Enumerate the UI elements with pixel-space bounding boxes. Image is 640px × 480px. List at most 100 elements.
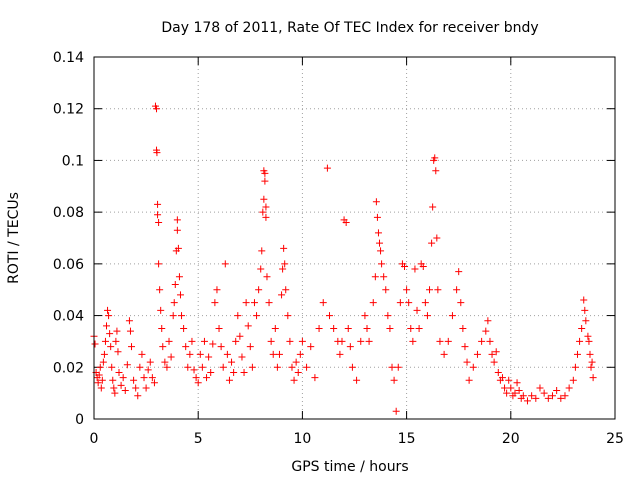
data-point xyxy=(494,368,502,376)
data-point xyxy=(294,368,302,376)
data-point xyxy=(369,299,377,307)
data-point xyxy=(288,363,296,371)
data-point xyxy=(110,384,118,392)
data-point xyxy=(587,363,595,371)
data-point xyxy=(436,337,444,345)
data-point xyxy=(140,374,148,382)
x-tick-label: 10 xyxy=(293,431,311,447)
data-point xyxy=(253,312,261,320)
y-tick-label: 0.04 xyxy=(53,309,84,325)
data-point xyxy=(108,363,116,371)
data-point xyxy=(279,265,287,273)
data-point xyxy=(396,299,404,307)
axis-ticks: 0 0.02 0.04 0.06 0.08 0.1 0.12 0.14 0 5 10 15 20 25 xyxy=(53,50,624,447)
data-point xyxy=(158,325,166,332)
data-point xyxy=(519,392,527,400)
data-points xyxy=(90,102,597,415)
data-point xyxy=(123,361,131,369)
data-point xyxy=(215,325,223,332)
data-point xyxy=(258,247,266,255)
data-point xyxy=(182,343,190,351)
data-point xyxy=(107,343,115,351)
data-point xyxy=(261,169,269,177)
data-point xyxy=(196,350,204,358)
y-tick-label: 0.12 xyxy=(53,102,84,118)
data-point xyxy=(111,389,119,397)
data-point xyxy=(261,177,269,185)
data-point xyxy=(478,337,486,345)
data-point xyxy=(171,281,179,289)
data-point xyxy=(230,368,238,376)
data-point xyxy=(492,348,500,356)
data-point xyxy=(265,299,273,307)
data-point xyxy=(401,262,409,270)
data-point xyxy=(432,167,440,175)
data-point xyxy=(262,203,270,211)
data-point xyxy=(330,325,338,332)
data-point xyxy=(178,312,186,320)
data-point xyxy=(126,327,134,335)
data-point xyxy=(221,260,229,268)
data-point xyxy=(490,358,498,366)
data-point xyxy=(255,286,263,294)
data-point xyxy=(473,350,481,358)
data-point xyxy=(346,343,354,351)
data-point xyxy=(292,358,300,366)
data-point xyxy=(459,325,467,332)
data-point xyxy=(409,337,417,345)
data-point xyxy=(357,337,365,345)
data-point xyxy=(348,363,356,371)
data-point xyxy=(582,317,590,325)
data-point xyxy=(365,337,373,345)
data-point xyxy=(377,247,385,255)
data-point xyxy=(262,213,270,221)
data-point xyxy=(176,291,184,299)
data-point xyxy=(505,376,513,384)
data-point xyxy=(101,337,109,345)
y-axis-label: ROTI / TECUs xyxy=(6,192,22,284)
data-point xyxy=(311,374,319,382)
data-point xyxy=(248,363,256,371)
data-point xyxy=(275,350,283,358)
data-point xyxy=(553,387,561,395)
y-tick-label: 0 xyxy=(75,412,84,428)
data-point xyxy=(415,325,423,332)
data-point xyxy=(390,376,398,384)
data-point xyxy=(273,363,281,371)
data-point xyxy=(482,327,490,335)
data-point xyxy=(429,203,437,211)
data-point xyxy=(257,265,265,273)
data-point xyxy=(589,374,597,382)
data-point xyxy=(163,363,171,371)
data-point xyxy=(173,226,181,234)
data-point xyxy=(104,306,112,314)
data-point xyxy=(146,358,154,366)
data-point xyxy=(161,358,169,366)
data-point xyxy=(130,376,138,384)
data-point xyxy=(361,312,369,320)
data-point xyxy=(344,325,352,332)
data-point xyxy=(374,229,382,237)
data-point xyxy=(336,350,344,358)
x-tick-label: 0 xyxy=(90,431,99,447)
data-point xyxy=(511,389,519,397)
data-point xyxy=(96,363,104,371)
data-point xyxy=(584,332,592,340)
data-point xyxy=(448,312,456,320)
data-point xyxy=(169,312,177,320)
data-point xyxy=(121,387,129,395)
data-point xyxy=(515,387,523,395)
data-point xyxy=(281,260,289,268)
data-point xyxy=(544,394,552,402)
data-point xyxy=(173,216,181,224)
data-point xyxy=(378,260,386,268)
data-point xyxy=(134,392,142,400)
data-point xyxy=(117,381,125,389)
data-point xyxy=(95,371,103,379)
data-point xyxy=(142,384,150,392)
plot-frame xyxy=(93,56,616,420)
data-point xyxy=(405,299,413,307)
data-point xyxy=(125,317,133,325)
data-point xyxy=(536,384,544,392)
data-point xyxy=(119,374,127,382)
